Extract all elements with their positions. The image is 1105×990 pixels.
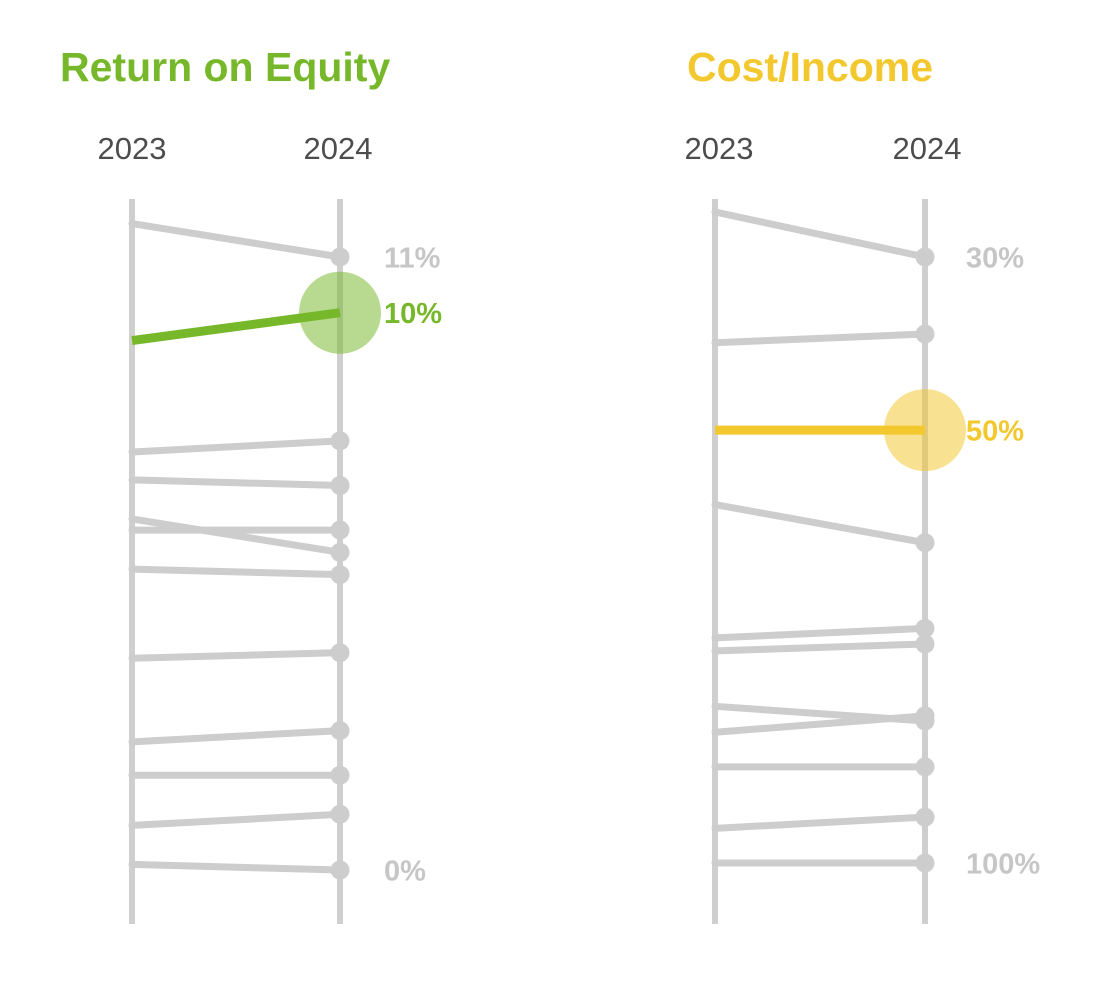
peer-endpoint-dot — [915, 533, 935, 553]
roe-chart-title: Return on Equity — [60, 44, 391, 90]
peer-endpoint-dot — [330, 721, 350, 741]
peer-slope-line — [711, 208, 929, 261]
peer-endpoint-dot — [330, 475, 350, 495]
peer-slope-line — [711, 640, 929, 655]
peer-slope-line — [128, 220, 344, 261]
cost-income-year-2023-label: 2023 — [684, 131, 754, 166]
peer-endpoint-dot — [915, 853, 935, 873]
peer-slope-line — [711, 813, 929, 832]
peer-endpoint-dot — [915, 618, 935, 638]
peer-endpoint-dot — [915, 757, 935, 777]
peer-endpoint-dot — [330, 542, 350, 562]
cost-income-chart-title: Cost/Income — [687, 44, 934, 90]
peer-slope-line — [128, 437, 344, 456]
peer-value-label: 11% — [384, 242, 441, 274]
peer-slope-line — [128, 860, 344, 874]
peer-endpoint-dot — [330, 804, 350, 824]
peer-slope-line — [128, 476, 344, 489]
peer-endpoint-dot — [330, 431, 350, 451]
roe-year-2024-label: 2024 — [303, 131, 373, 166]
highlight-value-label: 10% — [384, 298, 442, 330]
peer-slope-line — [128, 727, 344, 746]
peer-endpoint-dot — [330, 565, 350, 585]
peer-endpoint-dot — [915, 706, 935, 726]
peer-slope-line — [128, 649, 344, 662]
highlight-slope-line — [131, 308, 341, 346]
peer-endpoint-dot — [915, 324, 935, 344]
roe-year-2023-label: 2023 — [97, 131, 167, 166]
peer-endpoint-dot — [915, 247, 935, 267]
peer-endpoint-dot — [330, 247, 350, 267]
peer-slope-line — [128, 515, 344, 556]
peer-slope-line — [711, 330, 929, 347]
peer-endpoint-dot — [915, 807, 935, 827]
peer-slope-line — [128, 810, 344, 829]
peer-endpoint-dot — [915, 634, 935, 654]
peer-slope-line — [711, 501, 929, 547]
peer-slope-line — [711, 624, 929, 642]
peer-endpoint-dot — [330, 643, 350, 663]
highlight-value-label: 50% — [966, 416, 1024, 448]
peer-endpoint-dot — [330, 520, 350, 540]
peer-slope-line — [711, 712, 929, 736]
peer-value-label: 30% — [966, 242, 1024, 274]
peer-slope-line — [128, 565, 344, 579]
peer-endpoint-dot — [330, 765, 350, 785]
peer-value-label: 100% — [966, 848, 1040, 880]
peer-value-label: 0% — [384, 855, 426, 887]
cost-income-year-2024-label: 2024 — [892, 131, 962, 166]
peer-endpoint-dot — [330, 860, 350, 880]
